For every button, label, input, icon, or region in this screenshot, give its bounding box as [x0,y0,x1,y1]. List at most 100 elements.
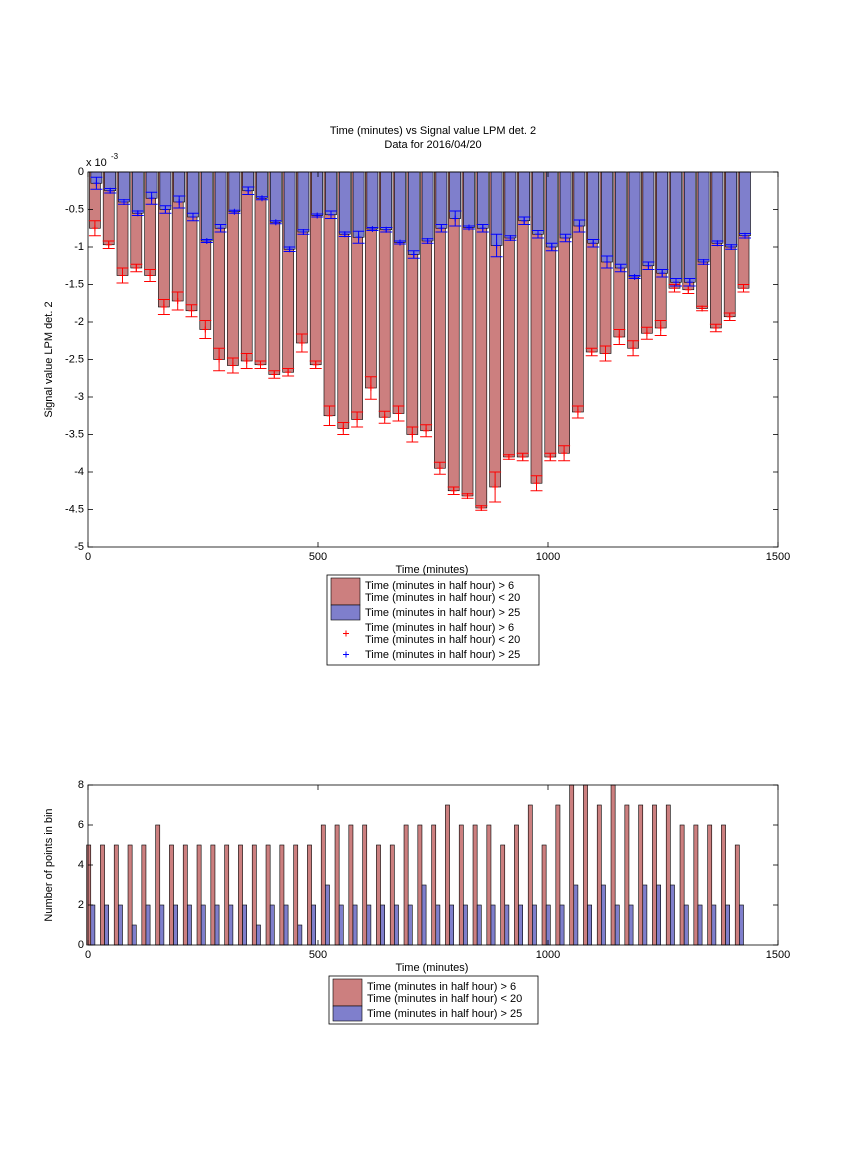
error-marker [436,465,443,472]
error-marker [423,427,430,434]
bar [338,904,344,946]
bar [366,171,379,230]
y-tick-label: 2 [78,899,84,911]
bar [240,171,253,362]
bar [320,824,326,946]
error-marker [147,272,154,279]
error-marker [91,225,98,232]
bar [366,904,372,946]
bar [118,904,123,946]
bar [652,804,657,946]
bar [569,784,575,946]
error-marker [643,330,650,337]
bar [187,904,192,946]
bar [431,824,437,946]
bar [614,904,620,946]
error-marker [188,307,195,314]
bar [693,824,699,946]
legend-label: Time (minutes in half hour) < 20 [367,993,522,1005]
legend-label: Time (minutes in half hour) > 6 [365,622,514,634]
bar [256,171,268,199]
bar [447,171,460,492]
error-marker [119,272,126,279]
error-marker [630,345,637,352]
bar [541,844,547,946]
legend-label: Time (minutes in half hour) > 25 [365,649,520,661]
legend-swatch [330,577,361,606]
x-tick-label: 500 [309,949,327,961]
bar [127,844,133,946]
bar [376,844,381,946]
legend-label: Time (minutes in half hour) > 6 [365,580,514,592]
y-tick-label: -2 [74,316,84,328]
legend-label: Time (minutes in half hour) > 6 [367,981,516,993]
y-axis-label: Signal value LPM det. 2 [43,301,55,417]
bar [338,171,351,235]
y-multiplier: x 10 [86,157,107,169]
error-marker [659,270,666,277]
error-marker [740,285,747,292]
x-tick-label: 1000 [536,949,560,961]
error-marker [590,240,597,247]
bar [389,844,395,946]
bar [210,844,216,946]
y-tick-label: -5 [74,541,84,553]
error-marker [548,244,555,250]
error-marker [617,265,624,271]
bar [417,824,423,946]
bar [679,824,685,946]
error-marker [134,210,141,217]
bar [697,171,710,263]
bar [504,904,510,946]
bar [90,904,96,946]
bar [624,804,630,946]
bar [325,884,330,946]
y-multiplier-exponent: -3 [111,152,119,161]
error-marker [93,180,100,187]
bar [711,904,717,946]
bar [403,824,409,946]
bar [504,171,517,239]
legend-label: Time (minutes in half hour) > 25 [367,1008,522,1020]
bar [545,904,551,946]
bar [725,904,730,946]
bar [421,884,427,946]
bar [200,171,213,242]
bar [725,171,738,248]
bar [518,171,531,222]
y-tick-label: 8 [78,779,84,791]
error-marker [712,325,719,331]
legend-swatch [330,604,361,621]
x-tick-label: 0 [85,949,91,961]
bar [348,824,354,946]
error-marker [300,229,307,235]
legend-label: Time (minutes in half hour) < 20 [365,592,520,604]
bar [311,171,324,216]
error-marker [160,304,167,310]
bar [476,904,482,946]
error-marker [521,217,528,224]
bar [596,804,602,946]
bar [683,904,689,946]
bar [187,171,199,218]
bar [472,824,478,946]
x-tick-label: 1500 [766,949,790,961]
bar [283,171,296,250]
y-tick-label: -3 [74,391,84,403]
error-marker [326,412,333,419]
error-marker [519,454,526,460]
bar [587,904,592,946]
error-marker [354,416,361,423]
bar [155,824,161,946]
bar [476,171,489,229]
bar [159,904,165,946]
bar [311,904,316,946]
y-tick-label: -3.5 [65,428,84,440]
error-marker [673,279,679,286]
error-marker [493,242,500,249]
bar [458,824,464,946]
bar [449,904,454,946]
error-marker [340,425,347,432]
bar [362,824,368,946]
